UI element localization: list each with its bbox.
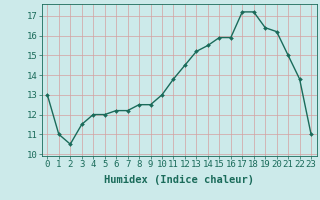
X-axis label: Humidex (Indice chaleur): Humidex (Indice chaleur) [104, 175, 254, 185]
